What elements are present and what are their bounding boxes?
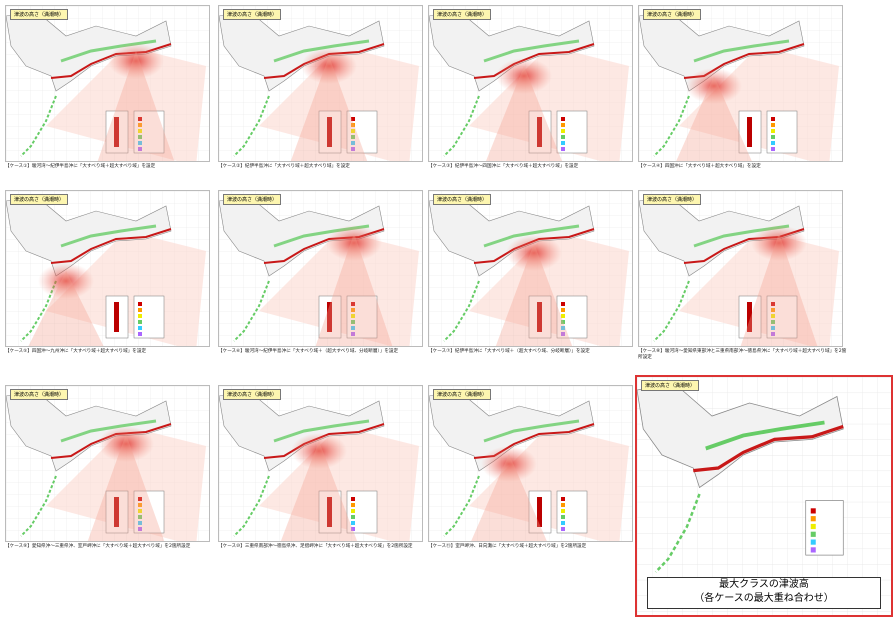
map-panel: 津波の高さ（満潮時） — [5, 190, 210, 347]
map-base — [219, 191, 422, 346]
map-caption: 【ケース④】四国沖に「大すべり域＋超大すべり域」を設定 — [638, 164, 848, 170]
map-panel: 津波の高さ（満潮時） — [218, 5, 423, 162]
summary-panel: 津波の高さ（満潮時） 最大クラスの津波高 （各ケースの最大重ね合わせ） — [635, 375, 893, 617]
map-caption: 【ケース②】紀伊半島沖に「大すべり域＋超大すべり域」を設定 — [218, 164, 428, 170]
map — [219, 386, 422, 541]
map-badge: 津波の高さ（満潮時） — [433, 194, 491, 205]
map-badge: 津波の高さ（満潮時） — [643, 9, 701, 20]
summary-title-box: 最大クラスの津波高 （各ケースの最大重ね合わせ） — [647, 577, 881, 609]
map — [429, 191, 632, 346]
map-caption: 【ケース①】駿河湾～紀伊半島沖に「大すべり域＋超大すべり域」を設定 — [5, 164, 215, 170]
map-badge: 津波の高さ（満潮時） — [223, 389, 281, 400]
map — [6, 191, 209, 346]
map-caption: 【ケース⑤】四国沖～九州沖に「大すべり域＋超大すべり域」を設定 — [5, 349, 215, 355]
map-panel: 津波の高さ（満潮時） — [428, 190, 633, 347]
map-caption: 【ケース⑥】駿河湾～紀伊半島沖に「大すべり域＋（超大すべり域、分岐断層）」を設定 — [218, 349, 428, 355]
map-caption: 【ケース⑩】三重県南部沖～徳島県沖、足摺岬沖に「大すべり域＋超大すべり域」を2箇… — [218, 544, 428, 550]
map-panel: 津波の高さ（満潮時） — [638, 5, 843, 162]
map — [429, 6, 632, 161]
map-badge: 津波の高さ（満潮時） — [10, 194, 68, 205]
map — [429, 386, 632, 541]
map — [639, 191, 842, 346]
map-caption: 【ケース⑨】愛知県沖～三重県沖、室戸岬沖に「大すべり域＋超大すべり域」を2箇所設… — [5, 544, 215, 550]
map-badge: 津波の高さ（満潮時） — [223, 9, 281, 20]
map-caption: 【ケース⑧】駿河湾～愛知県東部沖と三重県南部沖～徳島県沖に「大すべり域＋超大すべ… — [638, 349, 848, 361]
map-badge: 津波の高さ（満潮時） — [10, 389, 68, 400]
map — [219, 6, 422, 161]
map — [6, 6, 209, 161]
map-base — [6, 191, 209, 346]
map-panel: 津波の高さ（満潮時） — [638, 190, 843, 347]
map-badge: 津波の高さ（満潮時） — [641, 380, 699, 391]
map-badge: 津波の高さ（満潮時） — [10, 9, 68, 20]
map-panel: 津波の高さ（満潮時） — [428, 5, 633, 162]
map-badge: 津波の高さ（満潮時） — [433, 389, 491, 400]
map-panel: 津波の高さ（満潮時） — [428, 385, 633, 542]
map-caption: 【ケース⑪】室戸岬沖、日向灘に「大すべり域＋超大すべり域」を2箇所設定 — [428, 544, 638, 550]
map — [6, 386, 209, 541]
map-base — [639, 191, 842, 346]
map — [219, 191, 422, 346]
map-badge: 津波の高さ（満潮時） — [433, 9, 491, 20]
summary-title: 最大クラスの津波高 — [648, 578, 880, 592]
page: 津波の高さ（満潮時） 【ケース①】駿河湾～紀伊半島沖に「大すべり域＋超大すべり域」… — [0, 0, 894, 618]
map-panel: 津波の高さ（満潮時） — [5, 385, 210, 542]
map-badge: 津波の高さ（満潮時） — [643, 194, 701, 205]
map-badge: 津波の高さ（満潮時） — [223, 194, 281, 205]
map-panel: 津波の高さ（満潮時） — [218, 385, 423, 542]
map-panel: 津波の高さ（満潮時） — [218, 190, 423, 347]
map-panel: 津波の高さ（満潮時） — [5, 5, 210, 162]
summary-subtitle: （各ケースの最大重ね合わせ） — [648, 592, 880, 606]
map-caption: 【ケース③】紀伊半島沖～四国沖に「大すべり域＋超大すべり域」を設定 — [428, 164, 638, 170]
map — [639, 6, 842, 161]
map-caption: 【ケース⑦】紀伊半島沖に「大すべり域＋（超大すべり域、分岐断層）」を設定 — [428, 349, 638, 355]
